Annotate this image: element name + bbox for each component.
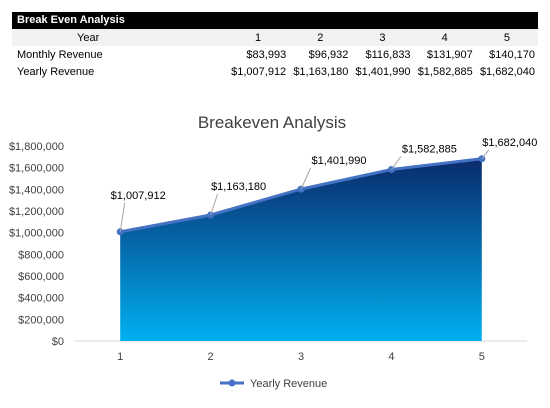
header-year-1: 1 — [255, 31, 262, 44]
data-label: $1,682,040 — [482, 137, 537, 149]
y-tick-label: $800,000 — [18, 249, 64, 261]
table-cell: $140,170 — [489, 48, 535, 61]
x-tick-label: 1 — [117, 351, 123, 363]
table-title: Break Even Analysis — [12, 12, 538, 29]
y-tick-label: $1,800,000 — [9, 141, 64, 153]
data-grid: Year 1 2 3 4 5 Monthly Revenue $83,993 $… — [12, 29, 538, 80]
table-cell: $96,932 — [308, 48, 349, 61]
x-tick-label: 3 — [298, 351, 304, 363]
plot-area — [116, 155, 486, 341]
header-year-4: 4 — [441, 31, 448, 44]
series-area — [120, 158, 482, 341]
legend-label: Yearly Revenue — [250, 378, 327, 390]
label-leader-line — [300, 167, 311, 190]
table-cell: $1,582,885 — [417, 65, 473, 78]
breakeven-chart: Breakeven Analysis $0 $200,000 $400,000 $60… — [9, 113, 537, 390]
table-cell: $131,907 — [426, 48, 473, 61]
table-cell: $1,163,180 — [293, 65, 349, 78]
header-year-3: 3 — [379, 31, 386, 44]
table-cell: $116,833 — [365, 48, 411, 61]
label-leader-line — [210, 193, 219, 216]
label-leader-line — [119, 202, 126, 232]
y-tick-label: $1,600,000 — [9, 163, 64, 175]
table-row-yearly: Yearly Revenue $1,007,912 $1,163,180 $1,… — [12, 63, 538, 80]
row-label: Monthly Revenue — [17, 48, 103, 61]
header-year-2: 2 — [317, 31, 324, 44]
table-cell: $83,993 — [246, 48, 287, 61]
data-labels: $1,007,912 $1,163,180 $1,401,990 $1,582,885… — [111, 137, 537, 232]
chart-area: Breakeven Analysis $0 $200,000 $400,000 $60… — [0, 100, 550, 400]
table-cell: $1,007,912 — [231, 65, 287, 78]
x-tick-label: 2 — [208, 351, 214, 363]
header-year-5: 5 — [503, 31, 510, 44]
table-row-monthly: Monthly Revenue $83,993 $96,932 $116,833… — [12, 46, 538, 63]
y-axis: $0 $200,000 $400,000 $600,000 $800,000 $1,000… — [9, 141, 64, 348]
label-leader-line — [481, 149, 490, 160]
label-leader-line — [390, 156, 402, 170]
y-tick-label: $600,000 — [18, 271, 64, 283]
y-tick-label: $0 — [52, 336, 64, 348]
data-label: $1,163,180 — [211, 181, 266, 193]
legend-dot-marker — [228, 379, 236, 387]
y-tick-label: $200,000 — [18, 314, 64, 326]
y-tick-label: $400,000 — [18, 293, 64, 305]
data-label: $1,401,990 — [311, 155, 366, 167]
x-tick-label: 4 — [388, 351, 394, 363]
legend: Yearly Revenue — [220, 378, 327, 390]
table-cell: $1,682,040 — [479, 65, 535, 78]
x-axis: 1 2 3 4 5 — [75, 340, 527, 363]
header-row: Year 1 2 3 4 5 — [12, 29, 538, 46]
data-label: $1,582,885 — [402, 144, 457, 156]
table-cell: $1,401,990 — [355, 65, 411, 78]
y-tick-label: $1,000,000 — [9, 228, 64, 240]
y-tick-label: $1,200,000 — [9, 206, 64, 218]
x-tick-label: 5 — [479, 351, 485, 363]
data-label: $1,007,912 — [111, 190, 166, 202]
chart-title: Breakeven Analysis — [198, 113, 346, 132]
row-label: Yearly Revenue — [17, 65, 95, 78]
y-tick-label: $1,400,000 — [9, 184, 64, 196]
summary-table: Break Even Analysis Year 1 2 3 4 5 Month… — [12, 12, 538, 80]
header-year-label: Year — [77, 31, 100, 44]
